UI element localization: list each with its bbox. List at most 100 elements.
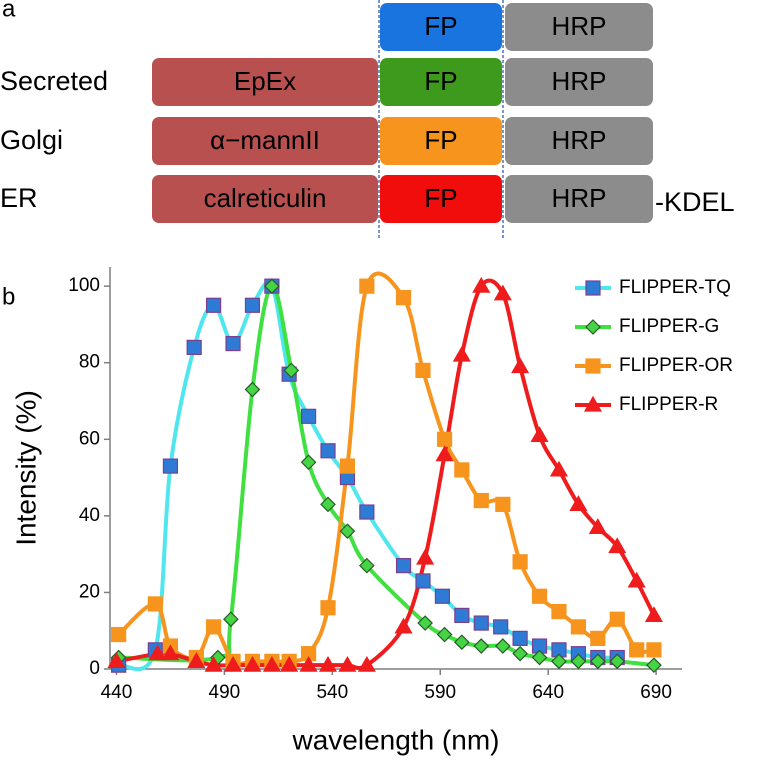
fp-text: FP bbox=[424, 183, 457, 213]
hrp-text: HRP bbox=[552, 183, 607, 213]
hrp-box bbox=[505, 175, 653, 223]
marker bbox=[590, 630, 606, 646]
x-tick-label: 540 bbox=[316, 682, 348, 703]
marker bbox=[300, 408, 317, 424]
marker bbox=[530, 426, 549, 443]
marker bbox=[453, 634, 470, 651]
y-tick-label: 20 bbox=[79, 581, 100, 602]
y-tick-label: 80 bbox=[79, 352, 100, 373]
marker bbox=[359, 557, 375, 574]
marker bbox=[435, 445, 454, 462]
y-tick-label: 0 bbox=[89, 658, 100, 679]
marker bbox=[588, 518, 607, 534]
chart: 0 20 40 60 80 100 440 490 540 590 640 690 wavelength… bbox=[10, 267, 733, 755]
marker bbox=[224, 655, 243, 672]
x-tick-label: 440 bbox=[101, 682, 133, 703]
marker bbox=[415, 573, 431, 589]
marker bbox=[436, 431, 453, 447]
panel-label: a bbox=[2, 0, 16, 22]
marker bbox=[243, 655, 262, 672]
marker bbox=[395, 290, 412, 306]
marker bbox=[147, 596, 163, 612]
fp-text: FP bbox=[424, 11, 457, 41]
hrp-text: HRP bbox=[552, 66, 607, 96]
marker bbox=[585, 280, 601, 296]
marker bbox=[531, 588, 548, 604]
signal-box bbox=[152, 117, 378, 165]
signal-text: α−mannII bbox=[210, 125, 320, 155]
y-axis-label: Intensity (%) bbox=[10, 390, 41, 546]
marker bbox=[244, 297, 261, 313]
marker bbox=[186, 339, 202, 355]
x-tick-label: 490 bbox=[209, 682, 241, 703]
fp-text: FP bbox=[424, 66, 457, 96]
marker bbox=[299, 655, 318, 672]
marker bbox=[629, 642, 645, 658]
hrp-box bbox=[505, 58, 653, 106]
marker bbox=[339, 458, 356, 474]
legend-label: FLIPPER-TQ bbox=[619, 277, 731, 298]
marker bbox=[223, 611, 239, 628]
marker bbox=[225, 335, 241, 352]
marker bbox=[320, 496, 336, 513]
marker bbox=[395, 558, 412, 574]
marker bbox=[646, 657, 662, 674]
hrp-text: HRP bbox=[552, 11, 607, 41]
x-tick-label: 590 bbox=[424, 682, 456, 703]
marker bbox=[589, 653, 606, 670]
signal-box bbox=[152, 175, 378, 223]
signal-text: calreticulin bbox=[204, 183, 327, 213]
marker bbox=[206, 297, 222, 313]
marker bbox=[318, 655, 338, 672]
marker bbox=[300, 454, 317, 471]
y-tick-label: 60 bbox=[79, 428, 100, 449]
signal-box bbox=[152, 58, 378, 106]
marker bbox=[111, 626, 127, 643]
marker bbox=[452, 345, 471, 362]
hrp-box bbox=[505, 117, 653, 165]
marker bbox=[359, 278, 375, 294]
marker bbox=[416, 548, 435, 565]
panel-label: b bbox=[2, 283, 15, 310]
y-tick-label: 40 bbox=[79, 505, 100, 526]
hrp-text: HRP bbox=[552, 125, 607, 155]
series-line bbox=[116, 278, 656, 670]
marker bbox=[549, 460, 568, 477]
marker bbox=[608, 537, 627, 554]
x-tick-label: 690 bbox=[640, 682, 672, 703]
fp-box bbox=[380, 58, 502, 106]
x-axis-label: wavelength (nm) bbox=[292, 724, 500, 755]
marker bbox=[454, 607, 470, 624]
signal-text: EpEx bbox=[234, 66, 296, 96]
marker bbox=[570, 619, 586, 635]
y-tick-label: 100 bbox=[68, 275, 100, 296]
marker bbox=[585, 358, 601, 374]
marker bbox=[359, 504, 375, 520]
marker bbox=[473, 492, 489, 509]
marker bbox=[551, 653, 567, 670]
marker bbox=[551, 603, 567, 620]
marker bbox=[417, 615, 433, 631]
series-line bbox=[117, 271, 655, 666]
marker bbox=[148, 644, 167, 661]
marker bbox=[204, 655, 223, 672]
marker bbox=[512, 630, 528, 646]
marker bbox=[415, 362, 431, 378]
marker bbox=[436, 626, 453, 643]
marker bbox=[495, 496, 511, 512]
row-label: ER bbox=[0, 183, 38, 213]
marker bbox=[512, 554, 528, 570]
fp-text: FP bbox=[424, 125, 457, 155]
marker bbox=[320, 600, 336, 616]
marker bbox=[609, 611, 625, 627]
marker bbox=[187, 652, 206, 668]
fp-box bbox=[380, 117, 502, 165]
marker bbox=[339, 523, 356, 540]
marker bbox=[454, 462, 470, 478]
construct-diagram: FP HRP Secreted EpEx FP HRP Golgi α−mannII FP HRP… bbox=[0, 3, 735, 223]
marker bbox=[569, 495, 588, 511]
fp-box bbox=[380, 175, 502, 223]
marker bbox=[338, 655, 357, 672]
marker bbox=[627, 571, 646, 588]
row-label: Secreted bbox=[0, 66, 108, 96]
